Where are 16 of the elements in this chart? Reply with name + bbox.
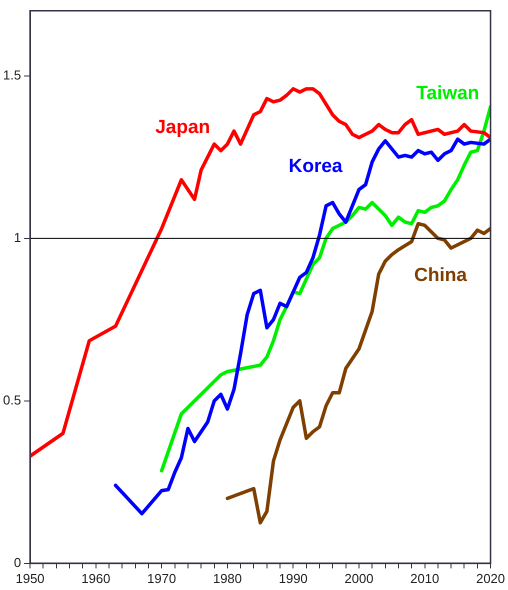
y-tick-label: 0 bbox=[14, 554, 22, 570]
x-tick-label: 2000 bbox=[344, 570, 374, 586]
x-tick-label: 1950 bbox=[16, 570, 45, 586]
x-tick-label: 2010 bbox=[410, 570, 440, 586]
series-label: China bbox=[414, 264, 468, 286]
x-tick-label: 1970 bbox=[147, 570, 176, 586]
series-label: Korea bbox=[288, 156, 343, 178]
y-tick-label: 1.5 bbox=[2, 67, 22, 82]
x-tick-label: 1980 bbox=[212, 570, 242, 586]
x-tick-label: 1960 bbox=[81, 570, 110, 586]
y-tick-label: 1 bbox=[14, 230, 22, 245]
series-label: Japan bbox=[155, 117, 210, 138]
series-label: Taiwan bbox=[416, 82, 480, 104]
x-tick-label: 2020 bbox=[476, 570, 505, 586]
x-tick-label: 1990 bbox=[278, 570, 308, 586]
y-tick-label: 0.5 bbox=[2, 392, 22, 408]
